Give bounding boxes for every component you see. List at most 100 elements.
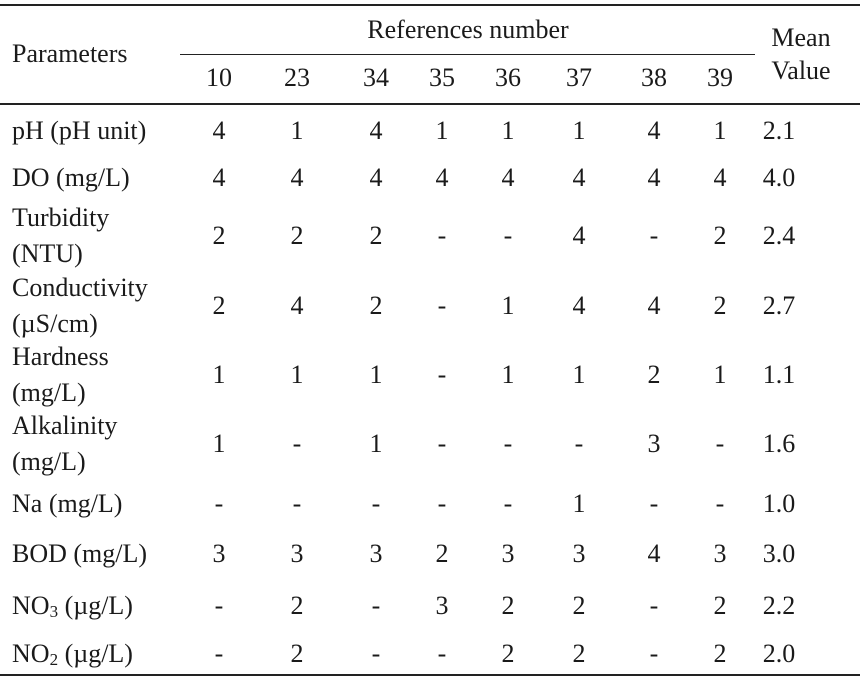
table-cell: 1 <box>212 429 226 458</box>
table-cell: 2 <box>369 291 383 320</box>
top-rule <box>0 4 860 6</box>
header-references-number: References number <box>367 15 569 44</box>
parameter-name: pH (pH unit) <box>12 116 147 145</box>
header-ref-number: 35 <box>429 63 455 92</box>
table-cell: 4 <box>647 116 661 145</box>
table-cell: - <box>649 221 659 250</box>
table-cell: - <box>503 221 513 250</box>
table-cell: 4 <box>501 163 515 192</box>
parameter-name: DO (mg/L) <box>12 163 130 192</box>
table-cell: 4 <box>572 221 586 250</box>
header-parameters: Parameters <box>12 39 128 68</box>
table-cell: 4 <box>369 116 383 145</box>
table-cell: 2 <box>647 360 661 389</box>
table-cell: 4 <box>290 163 304 192</box>
table-cell: - <box>649 489 659 518</box>
table-cell: 3 <box>501 539 515 568</box>
header-ref-number: 34 <box>363 63 389 92</box>
table-cell: 1 <box>572 360 586 389</box>
table-cell: 1 <box>572 489 586 518</box>
table-cell: - <box>503 489 513 518</box>
table-cell: - <box>371 489 381 518</box>
table-cell: - <box>437 360 447 389</box>
table-cell: 4 <box>647 539 661 568</box>
header-mean-line1: Mean <box>771 23 831 52</box>
table-cell: 3 <box>212 539 226 568</box>
table-cell: - <box>574 429 584 458</box>
parameter-name: BOD (mg/L) <box>12 539 148 568</box>
table-cell: 4 <box>647 291 661 320</box>
table-cell: 2 <box>290 639 304 668</box>
table-cell: 2 <box>713 221 727 250</box>
table-cell: - <box>437 489 447 518</box>
table-cell: 4 <box>647 163 661 192</box>
mean-value: 1.6 <box>762 429 796 458</box>
table-cell: - <box>437 221 447 250</box>
table-cell: 1 <box>713 116 727 145</box>
mean-value: 3.0 <box>762 539 796 568</box>
table-cell: 1 <box>713 360 727 389</box>
header-ref-number: 39 <box>707 63 733 92</box>
table-cell: 3 <box>290 539 304 568</box>
parameter-name: NO2 (µg/L) <box>12 639 133 669</box>
group-rule <box>180 54 755 55</box>
table-cell: 3 <box>435 591 449 620</box>
table-cell: - <box>214 639 224 668</box>
table-cell: 3 <box>713 539 727 568</box>
header-ref-number: 36 <box>495 63 521 92</box>
table-cell: - <box>214 591 224 620</box>
table-cell: 1 <box>212 360 226 389</box>
table-cell: 2 <box>435 539 449 568</box>
table-cell: 2 <box>369 221 383 250</box>
table-cell: 4 <box>212 116 226 145</box>
table-cell: 2 <box>212 221 226 250</box>
table-cell: - <box>437 639 447 668</box>
table-cell: 4 <box>435 163 449 192</box>
table-cell: - <box>371 591 381 620</box>
table-cell: 2 <box>713 291 727 320</box>
mean-value: 2.4 <box>762 221 796 250</box>
table-cell: 1 <box>369 360 383 389</box>
table-cell: 1 <box>501 291 515 320</box>
header-ref-number: 10 <box>206 63 232 92</box>
table-cell: 1 <box>435 116 449 145</box>
parameter-name: Na (mg/L) <box>12 489 123 518</box>
table-cell: - <box>437 291 447 320</box>
table-cell: 4 <box>572 291 586 320</box>
table-cell: 1 <box>290 116 304 145</box>
table-cell: 2 <box>713 639 727 668</box>
table-cell: 3 <box>647 429 661 458</box>
parameter-name: NO3 (µg/L) <box>12 591 133 621</box>
mean-value: 2.1 <box>762 116 796 145</box>
mean-value: 1.1 <box>762 360 796 389</box>
table-cell: 4 <box>212 163 226 192</box>
table-cell: 1 <box>501 116 515 145</box>
table-cell: 1 <box>290 360 304 389</box>
table-cell: 3 <box>572 539 586 568</box>
table-cell: - <box>649 591 659 620</box>
table-cell: 2 <box>501 591 515 620</box>
table-cell: 2 <box>290 221 304 250</box>
header-rule <box>0 103 860 105</box>
table-cell: 1 <box>501 360 515 389</box>
table-cell: 4 <box>369 163 383 192</box>
table-cell: 4 <box>572 163 586 192</box>
table-cell: - <box>649 639 659 668</box>
header-ref-number: 23 <box>284 63 310 92</box>
mean-value: 2.7 <box>762 291 796 320</box>
table-cell: 4 <box>713 163 727 192</box>
table-cell: 2 <box>501 639 515 668</box>
mean-value: 1.0 <box>762 489 796 518</box>
table-cell: 1 <box>369 429 383 458</box>
table-cell: - <box>437 429 447 458</box>
table-cell: 4 <box>290 291 304 320</box>
table-cell: 2 <box>572 639 586 668</box>
table-cell: - <box>292 489 302 518</box>
table-cell: 3 <box>369 539 383 568</box>
table-cell: 2 <box>290 591 304 620</box>
table-cell: - <box>292 429 302 458</box>
bottom-rule <box>0 674 860 676</box>
mean-value: 2.2 <box>762 591 796 620</box>
table-cell: - <box>715 429 725 458</box>
